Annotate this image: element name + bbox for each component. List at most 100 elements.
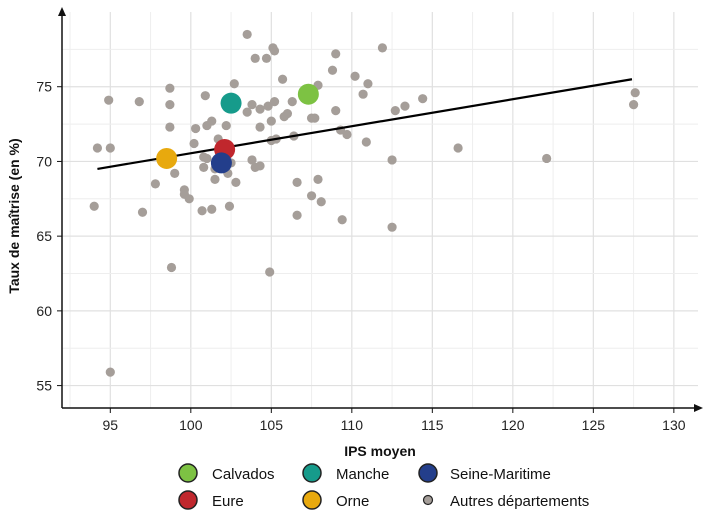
data-point-autre	[92, 143, 103, 153]
grid	[62, 12, 698, 408]
data-point-autre	[292, 177, 302, 187]
others-points	[89, 29, 640, 377]
data-point-autre	[105, 367, 115, 377]
trendline	[97, 78, 633, 170]
data-point-autre	[242, 29, 252, 40]
data-point-autre	[400, 101, 410, 111]
data-point-autre	[229, 79, 239, 89]
data-point-autre	[89, 201, 99, 211]
data-point-autre	[331, 106, 341, 116]
data-point-autre	[247, 155, 257, 165]
x-axis-arrow	[694, 404, 703, 412]
y-tick-label: 70	[36, 153, 52, 169]
legend-swatch-manche	[302, 463, 322, 483]
data-point-autre	[316, 197, 326, 207]
legend-label-calvados: Calvados	[212, 466, 275, 483]
data-point-autre	[350, 71, 360, 81]
x-tick-label: 105	[260, 417, 284, 433]
data-point-autre	[242, 107, 252, 117]
data-point-orne	[156, 147, 178, 169]
data-point-autre	[191, 123, 201, 134]
y-tick-label: 65	[36, 228, 52, 244]
legend: Calvados Manche Seine-Maritime Eure Orne…	[178, 463, 589, 510]
data-point-autre	[363, 79, 373, 89]
data-point-autre	[202, 153, 212, 164]
data-point-autre	[292, 210, 302, 220]
data-point-autre	[342, 129, 352, 140]
highlight-points	[156, 83, 319, 174]
data-point-seine-maritime	[210, 152, 232, 174]
tick-labels: 95 100 105 110 115 120 125 130 55 60 65 70 75	[36, 79, 685, 433]
legend-label-autres: Autres départements	[450, 493, 589, 510]
data-point-autre	[134, 97, 144, 107]
legend-swatch-calvados	[178, 463, 198, 483]
data-point-autre	[628, 100, 639, 110]
y-tick-label: 60	[36, 303, 52, 319]
data-point-autre	[337, 215, 347, 225]
x-tick-label: 110	[341, 417, 364, 433]
data-point-autre	[104, 95, 114, 105]
data-point-autre	[231, 177, 241, 187]
data-point-autre	[327, 65, 338, 75]
data-point-autre	[310, 113, 320, 123]
legend-label-seine-maritime: Seine-Maritime	[450, 466, 551, 483]
data-point-autre	[277, 74, 288, 84]
data-point-autre	[287, 97, 297, 107]
data-point-autre	[184, 194, 194, 204]
legend-item-manche: Manche	[302, 463, 389, 483]
data-point-autre	[377, 43, 388, 53]
trendline-line	[97, 78, 633, 170]
data-point-autre	[200, 91, 210, 101]
data-point-autre	[221, 120, 231, 131]
data-point-autre	[165, 100, 175, 110]
x-tick-label: 125	[582, 417, 606, 433]
data-point-autre	[387, 155, 397, 165]
data-point-autre	[210, 174, 220, 184]
data-point-autre	[170, 168, 180, 178]
data-point-autre	[255, 104, 265, 114]
y-axis-arrow	[58, 7, 66, 16]
data-point-autre	[189, 138, 199, 149]
data-point-autre	[224, 201, 235, 211]
x-axis-title: IPS moyen	[344, 443, 416, 459]
x-tick-label: 95	[103, 417, 119, 433]
data-point-autre	[165, 83, 175, 93]
data-point-autre	[247, 100, 257, 110]
data-point-autre	[137, 207, 148, 217]
x-tick-label: 115	[421, 417, 444, 433]
data-point-autre	[453, 143, 463, 153]
legend-swatch-eure	[178, 490, 198, 510]
y-tick-label: 75	[36, 79, 52, 95]
x-tick-label: 100	[179, 417, 203, 433]
y-tick-label: 55	[36, 378, 52, 394]
legend-item-orne: Orne	[302, 490, 369, 510]
legend-swatch-orne	[302, 490, 322, 510]
data-point-autre	[390, 106, 400, 116]
data-point-autre	[269, 97, 280, 107]
data-point-autre	[282, 109, 293, 119]
legend-swatch-seine-maritime	[418, 463, 438, 483]
data-point-manche	[220, 92, 242, 114]
data-point-autre	[358, 89, 368, 99]
data-point-autre	[306, 191, 317, 201]
data-point-autre	[331, 49, 341, 59]
data-point-autre	[105, 143, 115, 153]
legend-label-manche: Manche	[336, 466, 389, 483]
legend-label-orne: Orne	[336, 493, 369, 510]
data-point-autre	[207, 116, 217, 126]
y-axis-title: Taux de maîtrise (en %)	[6, 138, 22, 293]
data-point-autre	[265, 267, 275, 277]
data-point-autre	[250, 53, 260, 63]
data-point-autre	[255, 122, 265, 132]
data-point-autre	[263, 101, 273, 111]
data-point-autre	[165, 122, 175, 132]
legend-label-eure: Eure	[212, 493, 244, 510]
data-point-autre	[150, 179, 160, 189]
legend-item-calvados: Calvados	[178, 463, 275, 483]
data-point-autre	[197, 206, 207, 216]
legend-item-eure: Eure	[178, 490, 244, 510]
data-point-autre	[361, 137, 371, 147]
x-tick-label: 120	[501, 417, 525, 433]
data-point-autre	[199, 162, 209, 173]
data-point-autre	[261, 53, 272, 63]
